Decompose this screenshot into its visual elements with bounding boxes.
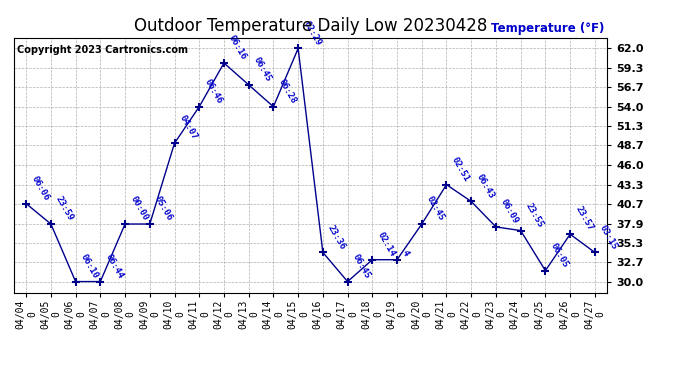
Text: 02:51: 02:51 [450,155,471,183]
Text: 03:15: 03:15 [598,223,620,251]
Text: 02:29: 02:29 [302,19,323,47]
Text: 23:59: 23:59 [54,195,75,222]
Text: 05:06: 05:06 [153,195,175,222]
Text: 06:44: 06:44 [104,252,125,280]
Text: 06:28: 06:28 [277,77,298,105]
Text: 06:43: 06:43 [475,172,495,200]
Text: 00:00: 00:00 [128,195,150,222]
Text: 06:45: 06:45 [252,56,273,83]
Text: Temperature (°F): Temperature (°F) [491,22,604,35]
Text: 06:10: 06:10 [79,252,100,280]
Text: 06:16: 06:16 [227,34,248,62]
Text: 23:55: 23:55 [524,201,545,229]
Text: 02:45: 02:45 [425,195,446,222]
Text: 23:57: 23:57 [573,205,595,232]
Text: 02:14: 02:14 [375,230,397,258]
Text: 06:06: 06:06 [30,174,50,202]
Title: Outdoor Temperature Daily Low 20230428: Outdoor Temperature Daily Low 20230428 [134,16,487,34]
Text: Copyright 2023 Cartronics.com: Copyright 2023 Cartronics.com [17,45,188,55]
Text: 06:05: 06:05 [549,241,570,269]
Text: 04:07: 04:07 [178,114,199,141]
Text: 23:36: 23:36 [326,223,347,251]
Text: 06:45: 06:45 [351,252,372,280]
Text: 06:09: 06:09 [499,198,520,225]
Text: 4: 4 [400,249,411,258]
Text: 06:46: 06:46 [202,77,224,105]
